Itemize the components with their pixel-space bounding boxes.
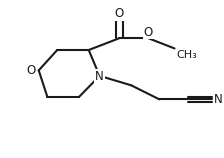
Text: CH₃: CH₃ <box>177 50 198 60</box>
Text: O: O <box>144 25 153 39</box>
Text: N: N <box>214 93 222 106</box>
Text: O: O <box>26 64 36 77</box>
Text: O: O <box>114 7 124 20</box>
Text: N: N <box>95 70 104 83</box>
